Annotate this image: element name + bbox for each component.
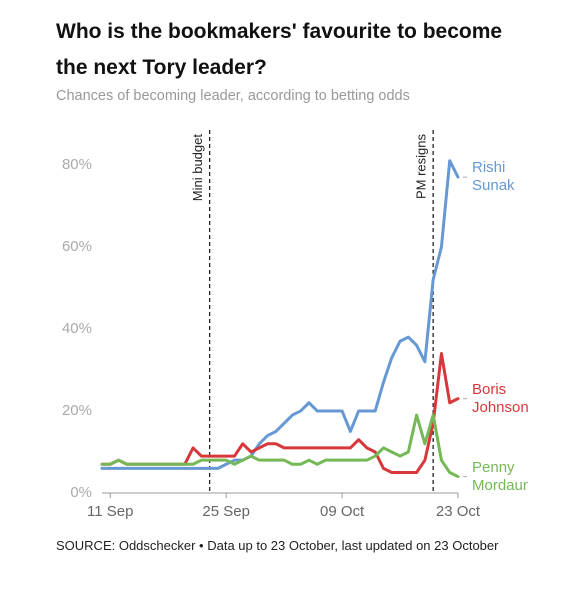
- y-tick-label: 40%: [62, 320, 92, 337]
- chart-subtitle: Chances of becoming leader, according to…: [56, 88, 410, 104]
- series-label: Rishi Sunak: [472, 159, 515, 195]
- source-note: SOURCE: Oddschecker • Data up to 23 Octo…: [56, 538, 499, 553]
- series-label: Penny Mordaunt: [472, 458, 528, 494]
- series-label: Boris Johnson: [472, 380, 528, 416]
- annotation-text: PM resigns: [414, 134, 429, 200]
- x-tick-label: 23 Oct: [436, 503, 481, 520]
- chart-title: Who is the bookmakers' favourite to beco…: [56, 20, 503, 79]
- series-line: [100, 159, 460, 470]
- y-tick-label: 20%: [62, 402, 92, 419]
- annotation-text: Mini budget: [190, 134, 205, 202]
- y-tick-label: 60%: [62, 238, 92, 255]
- y-tick-label: 0%: [70, 484, 92, 501]
- series-line: [100, 413, 460, 479]
- y-tick-label: 80%: [62, 156, 92, 173]
- x-tick-label: 11 Sep: [87, 503, 133, 520]
- x-tick-label: 09 Oct: [320, 503, 365, 520]
- x-tick-label: 25 Sep: [202, 503, 250, 520]
